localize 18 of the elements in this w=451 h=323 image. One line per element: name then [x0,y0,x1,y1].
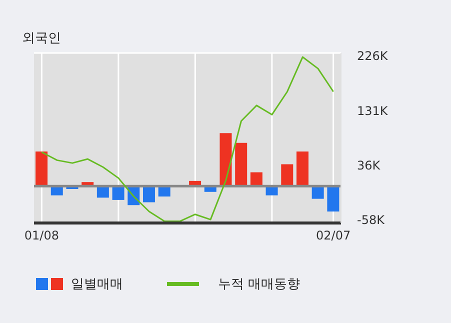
y-tick-label: 131K [357,104,389,118]
legend-label: 누적 매매동향 [218,276,300,293]
bar [250,172,262,186]
bar [281,164,294,186]
x-tick-label: 01/08 [24,228,59,243]
bar [235,142,248,186]
line-series [40,56,334,222]
chart-title: 외국인 [22,30,61,47]
bar [220,133,232,186]
bar [327,186,340,212]
y-tick-label: 36K [357,158,382,173]
bar [142,186,155,202]
bar [296,152,308,186]
y-tick-label: 226K [357,49,389,64]
legend-label: 일별매매 [71,276,123,293]
y-tick-label: -58K [357,212,386,227]
x-tick-label: 02/07 [316,228,351,243]
bar [36,152,48,186]
